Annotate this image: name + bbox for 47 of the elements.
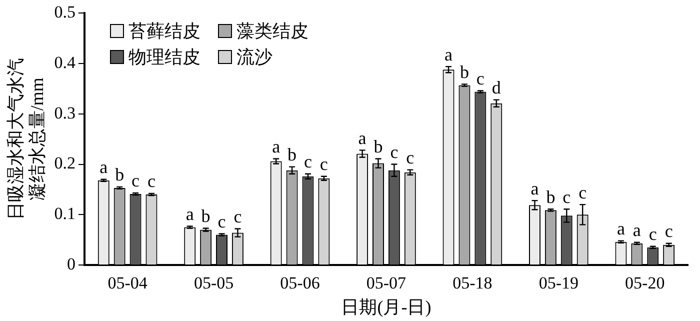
legend-label: 流沙: [236, 46, 272, 70]
legend-label: 物理结皮: [128, 46, 200, 70]
data-label: c: [132, 170, 140, 191]
data-label: b: [460, 62, 469, 82]
data-label: b: [115, 164, 124, 185]
data-label: c: [320, 154, 328, 174]
data-label: c: [648, 224, 657, 244]
y-axis-title: 日吸湿水和大气水汽凝结水总量/mm: [6, 58, 48, 220]
y-tick-label: 0.1: [54, 204, 76, 224]
data-label: b: [374, 136, 383, 156]
x-tick-label: 05-18: [452, 274, 492, 293]
data-label: c: [234, 206, 242, 226]
y-tick-label: 0.5: [54, 2, 76, 22]
legend-label: 藻类结皮: [236, 20, 308, 44]
data-label: a: [186, 204, 194, 224]
x-tick-label: 05-05: [194, 274, 234, 293]
data-label: a: [358, 128, 366, 148]
x-tick-label: 05-20: [625, 274, 665, 293]
data-label: b: [288, 144, 297, 165]
data-label: a: [530, 178, 539, 198]
data-label: c: [406, 148, 414, 168]
data-label: a: [444, 44, 453, 64]
data-label: c: [147, 171, 156, 192]
x-tick-label: 05-04: [108, 274, 148, 293]
y-tick-label: 0: [66, 254, 76, 274]
data-label: a: [272, 136, 280, 156]
x-axis-title: 日期(月-日): [341, 296, 432, 317]
data-label: b: [546, 186, 556, 207]
data-label: c: [578, 182, 587, 202]
data-label: a: [100, 157, 108, 178]
data-label: c: [562, 186, 571, 207]
data-label: c: [476, 68, 484, 88]
y-tick-label: 0.2: [54, 154, 76, 173]
y-tick-label: 0.3: [54, 103, 76, 122]
x-tick-label: 05-07: [366, 274, 407, 293]
data-label: c: [218, 212, 226, 232]
data-label: c: [390, 142, 398, 162]
x-tick-label: 05-19: [538, 274, 579, 293]
x-tick-label: 05-06: [280, 274, 320, 293]
data-label: b: [201, 206, 210, 226]
data-label: c: [304, 152, 312, 172]
data-label: a: [616, 218, 625, 239]
data-label: a: [632, 220, 641, 240]
data-label: d: [492, 78, 501, 98]
data-label: c: [664, 221, 673, 242]
y-tick-label: 0.4: [54, 53, 76, 72]
legend-label: 苔藓结皮: [128, 20, 200, 44]
